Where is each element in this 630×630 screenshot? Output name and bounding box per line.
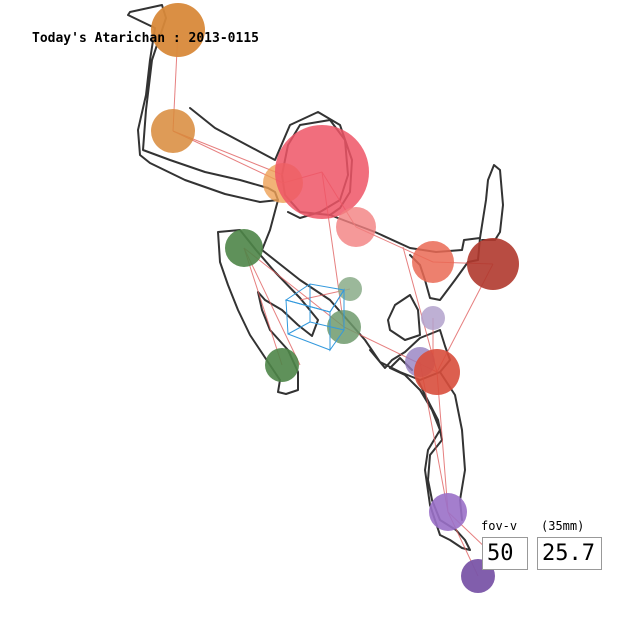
- bone: [436, 371, 449, 513]
- bone: [243, 247, 283, 366]
- cube-gizmo[interactable]: [284, 283, 345, 352]
- cube-edge: [309, 321, 345, 331]
- skeleton-joints[interactable]: [151, 3, 519, 593]
- bone: [243, 247, 345, 328]
- outline-left-leg: [389, 357, 471, 551]
- bone: [243, 247, 301, 366]
- joint-left-knee[interactable]: [429, 493, 467, 531]
- joint-head[interactable]: [275, 125, 369, 219]
- cube-edge: [287, 321, 311, 335]
- fov-label: fov-v: [481, 519, 518, 533]
- joint-right-hand[interactable]: [151, 3, 205, 57]
- fov-input[interactable]: [482, 537, 528, 570]
- joint-right-elbow[interactable]: [151, 109, 195, 153]
- joint-pelvis[interactable]: [414, 349, 460, 395]
- fov-unit-label: (35mm): [541, 519, 585, 533]
- focal-length-input[interactable]: [537, 537, 602, 570]
- joint-neck[interactable]: [336, 207, 376, 247]
- page-title: Today's Atarichan : 2013-0115: [32, 31, 259, 46]
- joint-right-knee[interactable]: [225, 229, 263, 267]
- outline-left-hand: [479, 164, 504, 241]
- joint-hip-upper[interactable]: [338, 277, 362, 301]
- joint-waist[interactable]: [421, 306, 445, 330]
- outline-inner-leg: [387, 294, 421, 341]
- joint-left-shoulder[interactable]: [412, 241, 454, 283]
- outline-right-leg: [217, 229, 319, 395]
- joint-right-foot[interactable]: [265, 348, 299, 382]
- joint-left-hand[interactable]: [467, 238, 519, 290]
